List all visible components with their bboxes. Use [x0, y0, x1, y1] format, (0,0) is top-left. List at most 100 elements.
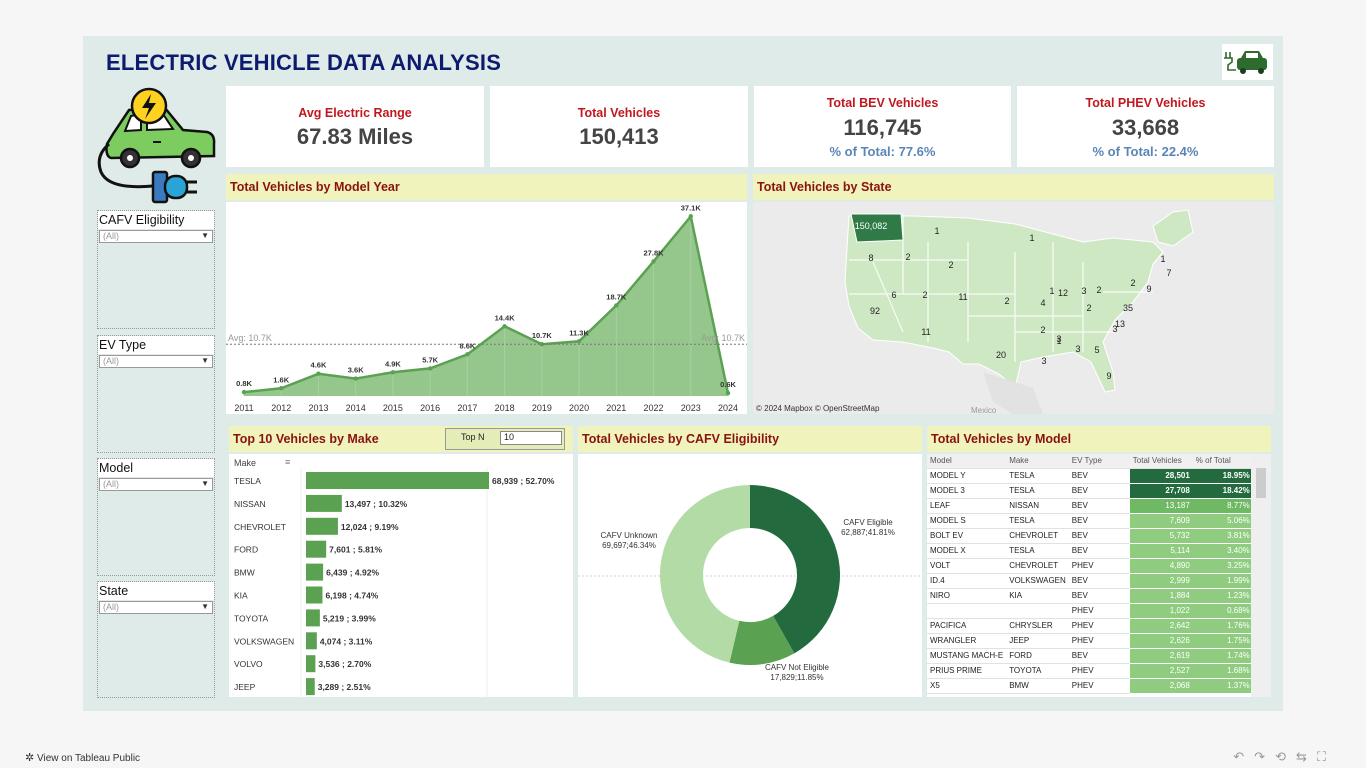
- cell-pct: 18.95%: [1192, 468, 1253, 484]
- table-row[interactable]: VOLT CHEVROLET PHEV 4,890 3.25%: [927, 558, 1253, 574]
- by-year-title: Total Vehicles by Model Year: [226, 174, 747, 200]
- topn-parameter[interactable]: Top N 10: [445, 428, 565, 450]
- filter-ev-type-select[interactable]: (All) ▼: [99, 355, 213, 368]
- bar-value-label: 12,024 ; 9.19%: [341, 522, 399, 532]
- data-label: 1.6K: [273, 375, 289, 384]
- table-row[interactable]: MODEL S TESLA BEV 7,609 5.06%: [927, 513, 1253, 529]
- table-row[interactable]: MODEL Y TESLA BEV 28,501 18.95%: [927, 468, 1253, 484]
- cell-total: 5,114: [1129, 543, 1193, 559]
- table-row[interactable]: NIRO KIA BEV 1,884 1.23%: [927, 588, 1253, 604]
- state-value-label: 20: [996, 350, 1006, 360]
- bar-value-label: 3,536 ; 2.70%: [318, 659, 371, 669]
- dashboard-title: ELECTRIC VEHICLE DATA ANALYSIS: [106, 50, 502, 75]
- make-label: TESLA: [234, 476, 261, 486]
- cell-pct: 0.68%: [1192, 603, 1253, 619]
- data-label: 27.8K: [644, 248, 665, 257]
- cell-model: MODEL Y: [927, 468, 1007, 484]
- col-total[interactable]: Total Vehicles: [1129, 454, 1193, 469]
- col-model[interactable]: Model: [927, 454, 1007, 469]
- data-point: [316, 371, 321, 376]
- filter-state-select[interactable]: (All) ▼: [99, 601, 213, 614]
- cell-make: CHEVROLET: [1006, 528, 1069, 544]
- bar-value-label: 7,601 ; 5.81%: [329, 545, 382, 555]
- bar-value-label: 4,074 ; 3.11%: [320, 636, 373, 646]
- cell-make: TOYOTA: [1006, 663, 1069, 679]
- filter-model-label: Model: [98, 459, 214, 477]
- data-point: [576, 339, 582, 344]
- revert-icon[interactable]: ⟲: [1275, 749, 1296, 764]
- cell-ev-type: PHEV: [1068, 558, 1130, 574]
- table-row[interactable]: LEAF NISSAN BEV 13,187 8.77%: [927, 498, 1253, 514]
- cell-pct: 3.40%: [1192, 543, 1253, 559]
- make-bar: [306, 609, 320, 627]
- filter-state-label: State: [98, 582, 214, 600]
- filter-ev-type-label: EV Type: [98, 336, 214, 354]
- make-label: BMW: [234, 568, 255, 578]
- fullscreen-icon[interactable]: ⛶: [1316, 749, 1336, 764]
- cell-ev-type: BEV: [1068, 528, 1130, 544]
- redo-icon[interactable]: ↷: [1254, 749, 1276, 764]
- dropdown-arrow-icon: ▼: [201, 479, 209, 488]
- cell-model: X5: [927, 678, 1007, 694]
- col-make[interactable]: Make: [1006, 454, 1069, 469]
- filter-state-value: (All): [103, 602, 119, 612]
- mexico-shape: [983, 372, 1043, 414]
- table-row[interactable]: PHEV 1,022 0.68%: [927, 603, 1253, 619]
- donut-slice: [729, 615, 795, 665]
- make-bar: [306, 586, 323, 604]
- table-row[interactable]: X5 BMW PHEV 2,068 1.37%: [927, 678, 1253, 694]
- state-value-label: 2: [1086, 303, 1091, 313]
- sort-icon[interactable]: ≡: [285, 457, 291, 467]
- table-row[interactable]: MUSTANG MACH-E FORD BEV 2,619 1.74%: [927, 648, 1253, 664]
- table-row[interactable]: ID.4 VOLKSWAGEN BEV 2,999 1.99%: [927, 573, 1253, 589]
- table-row[interactable]: MODEL X TESLA BEV 5,114 3.40%: [927, 543, 1253, 559]
- data-point: [502, 324, 507, 329]
- table-row[interactable]: PRIUS PRIME TOYOTA PHEV 2,527 1.68%: [927, 663, 1253, 679]
- table-scrollbar[interactable]: [1251, 454, 1271, 697]
- cell-model: VOLT: [927, 558, 1007, 574]
- state-value-label: 1: [934, 226, 939, 236]
- undo-icon[interactable]: ↶: [1233, 749, 1255, 764]
- cell-total: 5,732: [1129, 528, 1193, 544]
- x-tick-label: 2017: [457, 403, 477, 413]
- cell-make: TESLA: [1006, 513, 1069, 529]
- kpi-phev-label: Total PHEV Vehicles: [1085, 96, 1206, 110]
- make-bar: [306, 655, 316, 673]
- make-bar-chart[interactable]: TESLA 68,939 ; 52.70% NISSAN 13,497 ; 10.32…: [229, 454, 573, 697]
- kpi-bev-label: Total BEV Vehicles: [826, 96, 939, 110]
- table-row[interactable]: WRANGLER JEEP PHEV 2,626 1.75%: [927, 633, 1253, 649]
- model-year-area-chart[interactable]: Avg: 10.7K Avg: 10.7K 0.8K 1.6K 4.6K 3.6K 4.9K…: [226, 202, 747, 414]
- slice-category-label: CAFV Eligible: [843, 518, 893, 527]
- table-scrollbar-thumb[interactable]: [1256, 468, 1266, 498]
- filter-model-select[interactable]: (All) ▼: [99, 478, 213, 491]
- topn-input[interactable]: 10: [500, 431, 562, 445]
- data-label: 4.9K: [385, 359, 401, 368]
- view-on-tableau-link[interactable]: ✲ View on Tableau Public: [25, 751, 140, 764]
- cell-total: 7,609: [1129, 513, 1193, 529]
- col-pct[interactable]: % of Total: [1192, 454, 1253, 469]
- data-label: 0.8K: [236, 379, 252, 388]
- table-row[interactable]: BOLT EV CHEVROLET BEV 5,732 3.81%: [927, 528, 1253, 544]
- cell-pct: 18.42%: [1192, 483, 1253, 499]
- model-table: Model Make EV Type Total Vehicles % of T…: [927, 454, 1253, 694]
- data-point: [390, 370, 396, 375]
- filter-cafv-select[interactable]: (All) ▼: [99, 230, 213, 243]
- col-ev-type[interactable]: EV Type: [1068, 454, 1130, 469]
- state-value-label: 1: [1056, 336, 1061, 346]
- cell-pct: 1.99%: [1192, 573, 1253, 589]
- data-label: 14.4K: [495, 313, 516, 322]
- topn-label: Top N: [461, 432, 485, 442]
- table-row[interactable]: MODEL 3 TESLA BEV 27,708 18.42%: [927, 483, 1253, 499]
- cell-ev-type: PHEV: [1068, 663, 1130, 679]
- cell-make: [1006, 603, 1069, 619]
- state-value-label: 92: [870, 306, 880, 316]
- state-value-label: 3: [1112, 324, 1117, 334]
- make-label: JEEP: [234, 682, 256, 692]
- make-label: NISSAN: [234, 499, 266, 509]
- data-label: 4.6K: [311, 361, 327, 370]
- cell-pct: 1.23%: [1192, 588, 1253, 604]
- table-row[interactable]: PACIFICA CHRYSLER PHEV 2,642 1.76%: [927, 618, 1253, 634]
- share-icon[interactable]: ⇆: [1295, 749, 1317, 764]
